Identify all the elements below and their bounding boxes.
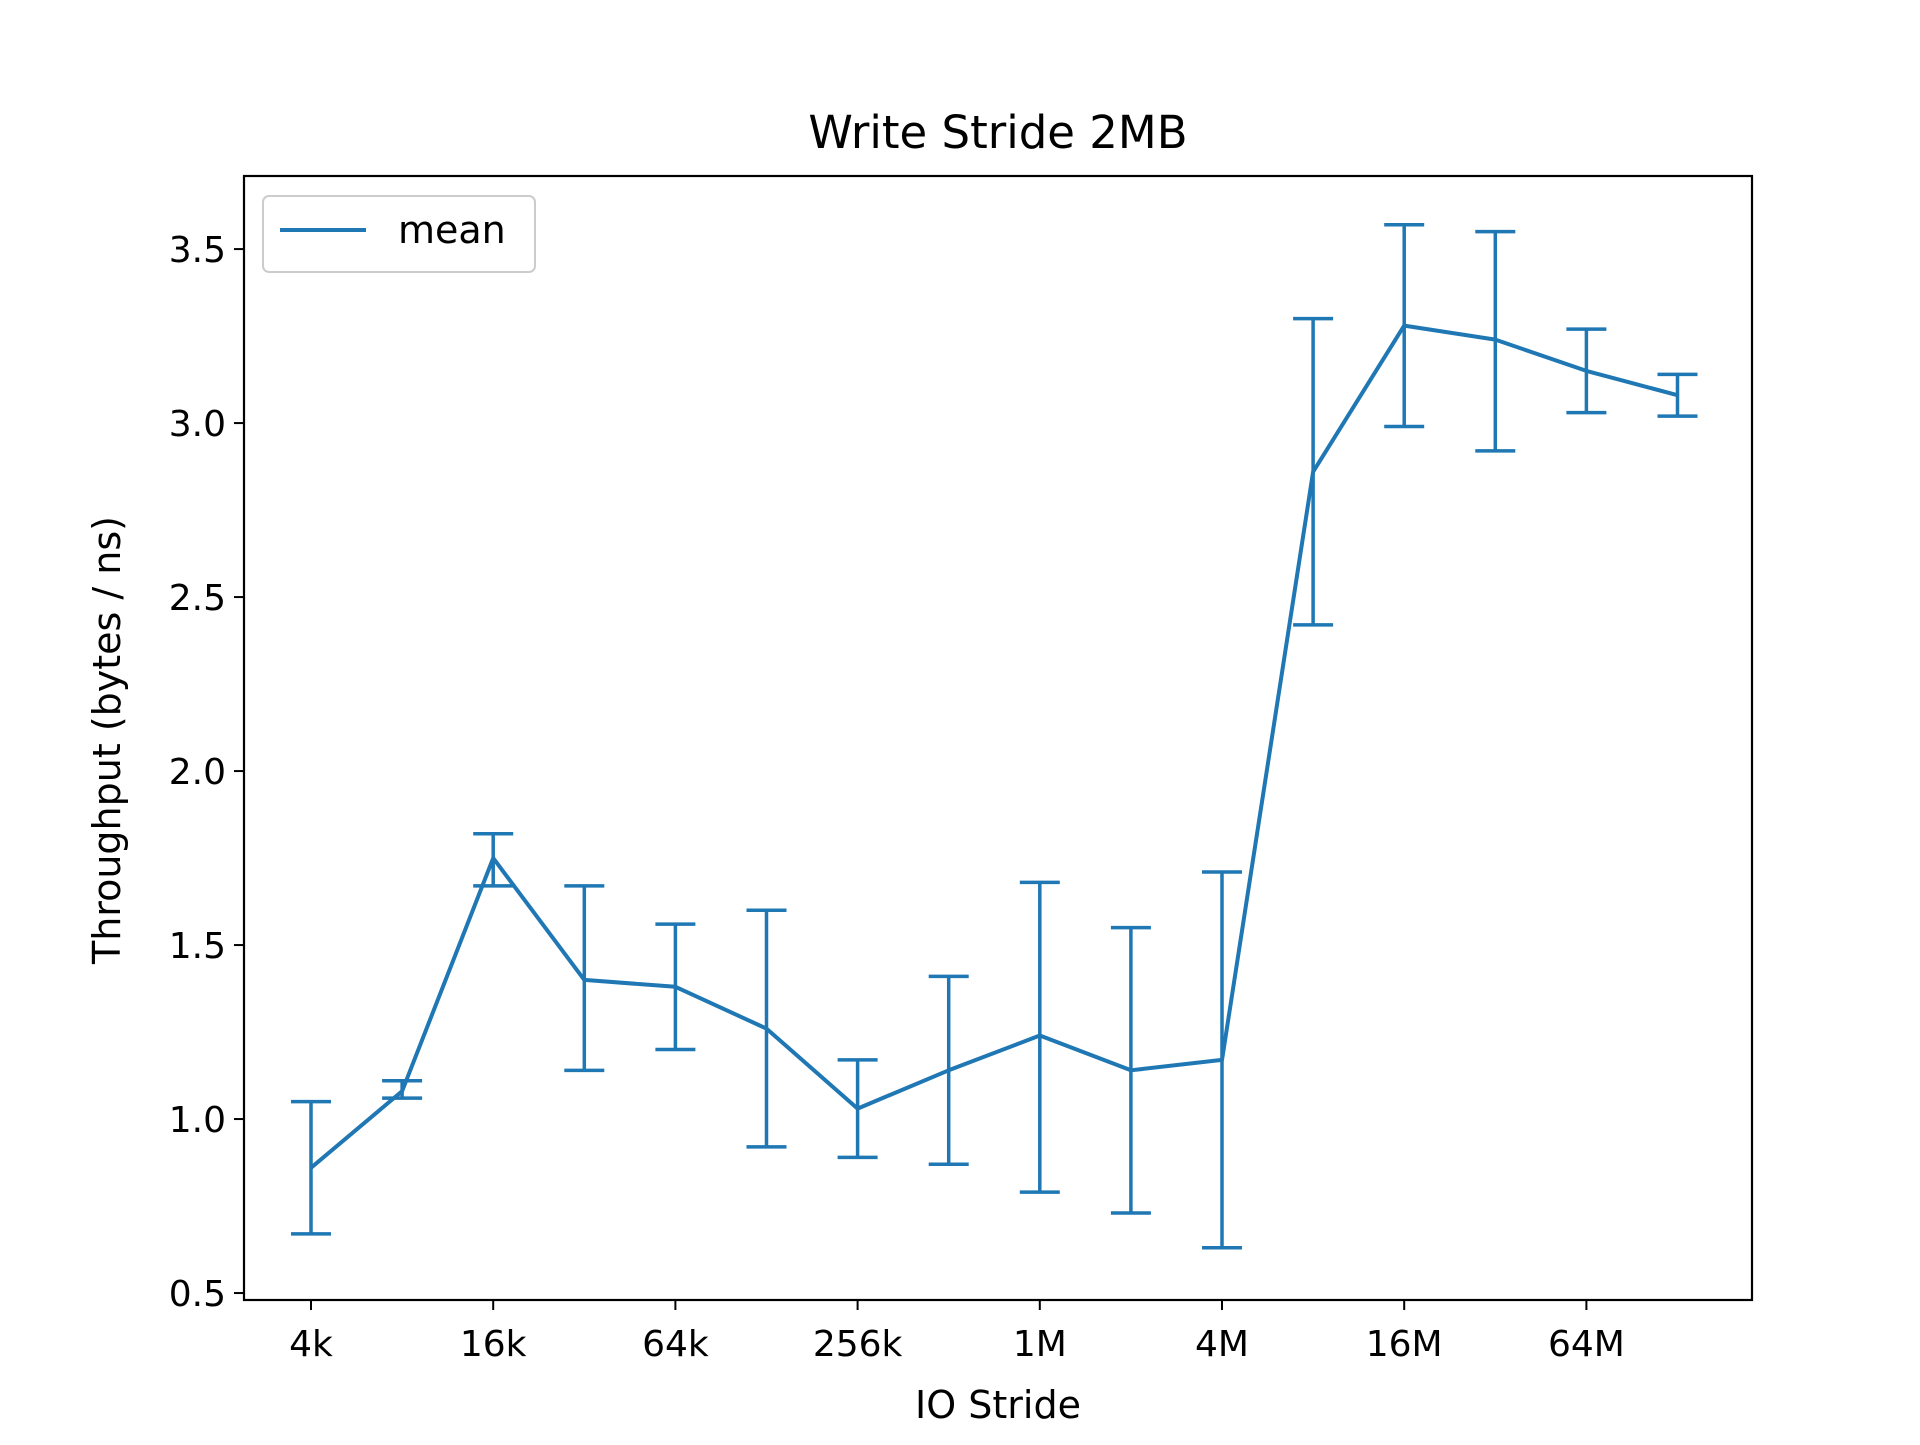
x-tick-label: 256k (813, 1324, 903, 1365)
data-point (765, 1027, 769, 1031)
y-tick-label: 3.5 (169, 230, 226, 271)
data-point (1584, 369, 1588, 373)
x-tick-label: 4k (289, 1324, 333, 1365)
data-point (491, 856, 495, 860)
y-axis-label: Throughput (bytes / ns) (85, 516, 129, 965)
plot-area: 0.5 1.0 1.5 2.0 2.5 3.0 3.5 4k 16k 64k 256k 1M 4M 16M… (169, 174, 1754, 1365)
axes-frame (242, 174, 1754, 1302)
data-point (309, 1166, 313, 1170)
data-point (1493, 338, 1497, 342)
x-axis-label: IO Stride (915, 1383, 1081, 1427)
data-point (1220, 1058, 1224, 1062)
y-tick-label: 2.0 (169, 752, 226, 793)
data-point (673, 985, 677, 989)
x-tick-label: 16k (460, 1324, 527, 1365)
x-tick-label: 4M (1195, 1324, 1249, 1365)
x-tick-label: 16M (1366, 1324, 1443, 1365)
x-tick-label: 1M (1013, 1324, 1067, 1365)
data-point (1311, 470, 1315, 474)
y-tick-label: 1.5 (169, 926, 226, 967)
y-tick-label: 0.5 (169, 1274, 226, 1315)
x-tick-label: 64k (642, 1324, 709, 1365)
legend-box (262, 195, 536, 273)
data-point (1129, 1068, 1133, 1072)
data-point (1402, 324, 1406, 328)
data-point (582, 978, 586, 982)
x-tick-label: 64M (1548, 1324, 1625, 1365)
series-line-mean (309, 323, 1679, 1170)
data-point (1676, 393, 1680, 397)
legend-label-mean: mean (398, 208, 506, 252)
data-point (400, 1089, 404, 1093)
y-tick-label: 3.0 (169, 404, 226, 445)
y-tick-label: 1.0 (169, 1100, 226, 1141)
data-point (856, 1107, 860, 1111)
data-point (1038, 1034, 1042, 1038)
legend: mean (262, 195, 536, 273)
chart-title: Write Stride 2MB (808, 106, 1187, 159)
data-point (947, 1068, 951, 1072)
y-tick-label: 2.5 (169, 578, 226, 619)
